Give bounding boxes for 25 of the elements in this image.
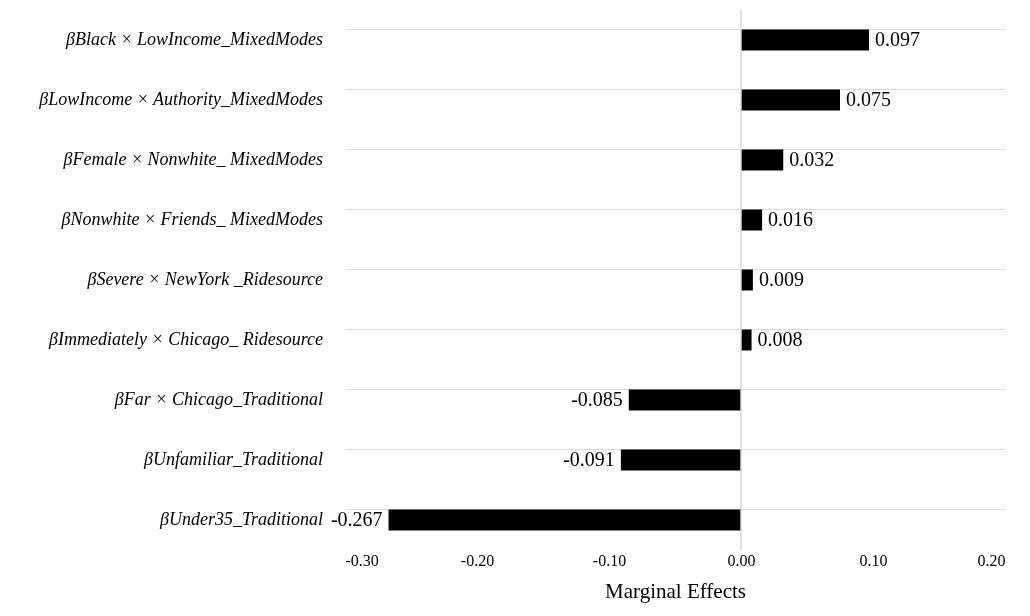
y-tick-label: βImmediately × Chicago_ Ridesource bbox=[48, 329, 323, 349]
y-tick-label: βFar × Chicago_Traditional bbox=[113, 389, 323, 409]
x-tick-label: -0.10 bbox=[592, 551, 627, 569]
data-label: 0.016 bbox=[768, 208, 814, 230]
data-label: 0.032 bbox=[789, 148, 835, 170]
y-tick-label: βFemale × Nonwhite_ MixedModes bbox=[62, 149, 323, 169]
x-tick-label: 0.00 bbox=[727, 551, 756, 569]
data-label: -0.085 bbox=[571, 388, 623, 410]
y-tick-label: βUnfamiliar_Traditional bbox=[143, 449, 323, 469]
data-label: 0.075 bbox=[846, 88, 891, 110]
x-tick-label: -0.20 bbox=[460, 551, 495, 569]
x-tick-label: 0.20 bbox=[977, 551, 1006, 569]
data-label: 0.097 bbox=[875, 28, 921, 50]
y-tick-label: βSevere × NewYork _Ridesource bbox=[86, 269, 323, 289]
y-tick-label: βNonwhite × Friends_ MixedModes bbox=[60, 209, 323, 229]
data-label: 0.009 bbox=[758, 268, 804, 290]
x-axis-title: Marginal Effects bbox=[605, 578, 746, 603]
data-label: 0.008 bbox=[757, 328, 803, 350]
y-tick-label: βLowIncome × Authority_MixedModes bbox=[38, 89, 323, 109]
x-tick-label: -0.30 bbox=[345, 551, 379, 569]
y-tick-label: βBlack × LowIncome_MixedModes bbox=[64, 29, 323, 49]
x-tick-label: 0.10 bbox=[859, 551, 888, 569]
y-tick-label: βUnder35_Traditional bbox=[159, 509, 323, 529]
data-label: -0.091 bbox=[563, 448, 615, 470]
data-label: -0.267 bbox=[330, 508, 383, 530]
